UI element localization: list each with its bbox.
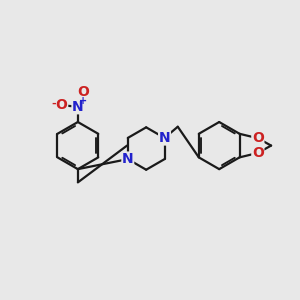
Text: O: O [252,131,264,145]
Text: N: N [159,131,170,145]
Text: O: O [56,98,68,112]
Text: O: O [77,85,89,99]
Text: O: O [252,146,264,160]
Text: -: - [51,99,56,109]
Text: N: N [122,152,134,166]
Text: N: N [72,100,84,114]
Text: +: + [79,96,87,106]
